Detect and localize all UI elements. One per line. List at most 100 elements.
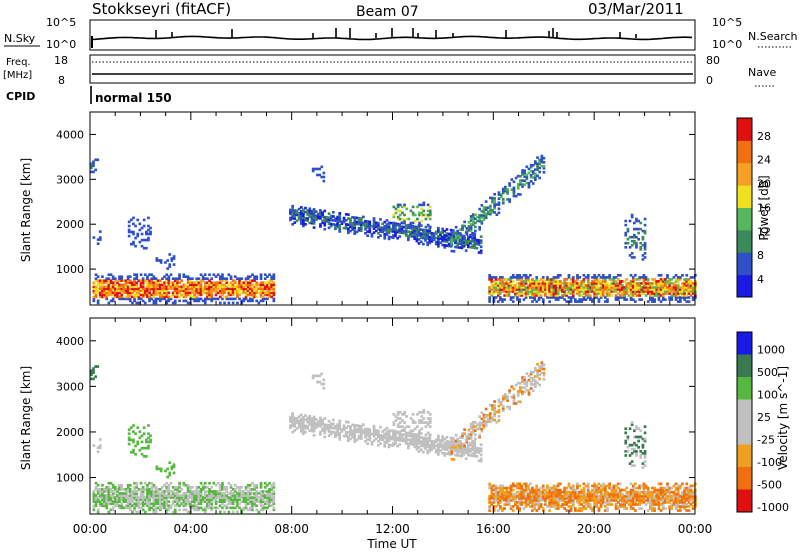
- power-cell: [608, 284, 611, 287]
- power-cell: [142, 246, 146, 250]
- velocity-cell: [218, 486, 222, 489]
- power-cell: [499, 296, 502, 299]
- power-cell: [591, 282, 594, 285]
- power-cell: [531, 284, 534, 287]
- power-cell: [289, 218, 292, 222]
- power-cell: [621, 292, 624, 295]
- velocity-cell: [140, 446, 144, 450]
- power-cell: [604, 296, 607, 299]
- power-cell: [201, 291, 205, 295]
- velocity-cell: [383, 436, 387, 440]
- velocity-cell: [364, 431, 367, 435]
- velocity-cell: [531, 496, 534, 500]
- power-cell: [118, 279, 121, 282]
- power-cell: [458, 234, 462, 237]
- power-cell: [210, 283, 214, 287]
- power-cell: [460, 244, 464, 248]
- velocity-cell: [524, 503, 528, 506]
- velocity-cell: [214, 492, 218, 495]
- velocity-cell: [257, 500, 261, 503]
- velocity-cell: [171, 496, 175, 499]
- velocity-cell: [236, 494, 239, 497]
- power-cell: [261, 287, 265, 291]
- velocity-cell: [96, 488, 100, 491]
- power-cell: [501, 282, 504, 285]
- velocity-cell: [210, 494, 214, 497]
- velocity-cell: [460, 452, 464, 456]
- velocity-cell: [146, 492, 149, 495]
- power-cell: [464, 241, 468, 244]
- power-cell: [407, 226, 410, 229]
- velocity-cell: [478, 415, 481, 418]
- power-cell: [474, 213, 477, 217]
- velocity-cell: [478, 421, 481, 425]
- velocity-cell: [152, 483, 156, 487]
- power-cell: [299, 222, 303, 225]
- velocity-cell: [293, 420, 297, 424]
- velocity-cell: [379, 442, 382, 445]
- velocity-cell: [353, 428, 357, 431]
- velocity-cell: [494, 505, 498, 508]
- power-cell: [340, 220, 344, 223]
- power-cell: [456, 229, 459, 233]
- power-cell: [509, 298, 513, 301]
- power-cell: [122, 285, 126, 289]
- power-cell: [338, 230, 342, 233]
- velocity-cell: [404, 440, 408, 443]
- velocity-cell: [387, 433, 391, 436]
- velocity-cell: [259, 504, 263, 508]
- power-cell: [523, 179, 526, 183]
- velocity-cell: [501, 409, 505, 412]
- velocity-cell: [229, 500, 233, 503]
- power-cell: [169, 287, 173, 291]
- velocity-cell: [184, 498, 188, 501]
- power-cell: [521, 171, 524, 174]
- velocity-cell: [171, 490, 175, 493]
- power-cell: [567, 276, 571, 279]
- velocity-cell: [188, 502, 192, 506]
- velocity-cell: [544, 490, 547, 494]
- power-cell: [304, 216, 307, 220]
- velocity-cell: [503, 490, 506, 494]
- velocity-cell: [158, 508, 162, 512]
- power-cell: [208, 295, 211, 299]
- velocity-cell: [370, 440, 374, 444]
- power-cell: [422, 232, 425, 236]
- velocity-cell: [340, 428, 344, 431]
- power-cell: [195, 297, 199, 301]
- power-cell: [471, 217, 475, 220]
- velocity-cell: [418, 429, 421, 433]
- power-cell: [580, 286, 584, 289]
- power-cell: [556, 284, 560, 287]
- velocity-cell: [214, 494, 218, 497]
- velocity-cell: [135, 486, 139, 489]
- velocity-cell: [152, 502, 156, 506]
- velocity-cell: [364, 433, 367, 437]
- velocity-cell: [531, 370, 535, 374]
- velocity-cell: [266, 506, 269, 510]
- power-cell: [574, 284, 577, 287]
- n-sky-label: N.Sky: [4, 32, 36, 45]
- power-cell: [623, 280, 626, 283]
- power-cell: [105, 277, 109, 280]
- power-cell: [197, 281, 201, 284]
- velocity-cell: [186, 488, 190, 491]
- power-cell: [364, 219, 367, 223]
- velocity-cell: [415, 435, 419, 439]
- power-cell: [259, 283, 263, 287]
- velocity-cell: [533, 494, 536, 498]
- power-cell: [403, 221, 406, 225]
- power-cell: [516, 286, 519, 289]
- velocity-cell: [251, 481, 254, 485]
- velocity-cell: [461, 434, 464, 437]
- power-cell: [396, 223, 400, 227]
- power-cell: [221, 285, 224, 289]
- power-cell: [493, 211, 496, 214]
- velocity-cell: [165, 490, 169, 493]
- velocity-cell: [464, 447, 468, 450]
- power-cell: [556, 296, 560, 299]
- velocity-cell: [349, 429, 352, 433]
- power-cell: [484, 206, 488, 209]
- power-cell: [469, 239, 472, 243]
- power-cell: [218, 287, 222, 291]
